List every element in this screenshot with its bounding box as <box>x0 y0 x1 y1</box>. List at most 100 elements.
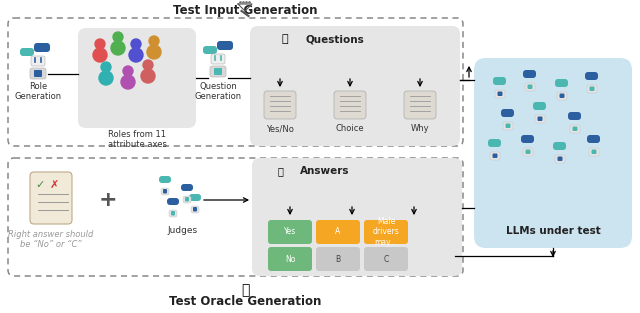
FancyBboxPatch shape <box>497 91 502 96</box>
FancyBboxPatch shape <box>268 247 312 271</box>
FancyBboxPatch shape <box>503 122 513 130</box>
FancyBboxPatch shape <box>183 196 191 203</box>
FancyBboxPatch shape <box>364 220 408 244</box>
FancyBboxPatch shape <box>191 206 199 213</box>
Circle shape <box>101 62 111 72</box>
Text: Right answer should
be “No” or “C”: Right answer should be “No” or “C” <box>8 230 93 249</box>
FancyBboxPatch shape <box>589 86 595 91</box>
FancyBboxPatch shape <box>501 109 514 117</box>
Text: LLMs under test: LLMs under test <box>506 226 600 236</box>
FancyBboxPatch shape <box>78 28 196 128</box>
FancyBboxPatch shape <box>555 79 568 87</box>
FancyBboxPatch shape <box>171 211 175 215</box>
Text: B: B <box>335 254 340 264</box>
FancyBboxPatch shape <box>34 70 42 77</box>
FancyBboxPatch shape <box>252 158 462 276</box>
FancyBboxPatch shape <box>316 247 360 271</box>
FancyBboxPatch shape <box>30 68 46 79</box>
FancyBboxPatch shape <box>193 207 197 212</box>
FancyBboxPatch shape <box>538 116 543 121</box>
FancyBboxPatch shape <box>527 85 532 89</box>
Text: Question
Generation: Question Generation <box>195 82 241 101</box>
FancyBboxPatch shape <box>553 142 566 150</box>
FancyBboxPatch shape <box>523 70 536 78</box>
FancyBboxPatch shape <box>34 43 50 52</box>
Text: Role
Generation: Role Generation <box>15 82 61 101</box>
FancyBboxPatch shape <box>490 152 500 160</box>
FancyBboxPatch shape <box>591 150 596 154</box>
Text: 🕵: 🕵 <box>241 283 249 297</box>
FancyBboxPatch shape <box>364 247 408 271</box>
Text: C: C <box>383 254 388 264</box>
Text: ✓: ✓ <box>35 180 44 190</box>
FancyBboxPatch shape <box>163 189 167 193</box>
Text: Judges: Judges <box>168 226 198 235</box>
FancyBboxPatch shape <box>181 184 193 191</box>
Text: 🏅: 🏅 <box>282 34 288 44</box>
FancyBboxPatch shape <box>474 58 632 248</box>
Text: ✗: ✗ <box>50 180 60 190</box>
FancyBboxPatch shape <box>570 125 580 133</box>
Text: Yes: Yes <box>284 228 296 237</box>
Circle shape <box>123 66 133 76</box>
FancyBboxPatch shape <box>203 46 217 54</box>
FancyBboxPatch shape <box>268 220 312 244</box>
FancyBboxPatch shape <box>557 156 563 161</box>
FancyBboxPatch shape <box>523 148 533 156</box>
FancyBboxPatch shape <box>521 135 534 143</box>
FancyBboxPatch shape <box>334 91 366 119</box>
FancyBboxPatch shape <box>525 83 535 91</box>
FancyBboxPatch shape <box>495 90 505 98</box>
Circle shape <box>113 32 123 42</box>
FancyBboxPatch shape <box>189 194 201 201</box>
Circle shape <box>99 71 113 85</box>
Text: Answers: Answers <box>300 166 349 176</box>
FancyBboxPatch shape <box>264 91 296 119</box>
FancyBboxPatch shape <box>585 72 598 80</box>
FancyBboxPatch shape <box>31 56 45 66</box>
Text: Choice: Choice <box>336 124 364 133</box>
FancyBboxPatch shape <box>573 126 577 131</box>
FancyBboxPatch shape <box>493 77 506 85</box>
FancyBboxPatch shape <box>211 54 225 64</box>
FancyBboxPatch shape <box>210 66 226 77</box>
Text: Test Oracle Generation: Test Oracle Generation <box>169 295 321 308</box>
Text: 🧪: 🧪 <box>277 166 283 176</box>
FancyBboxPatch shape <box>214 68 222 75</box>
Text: Male
drivers
may...: Male drivers may... <box>372 217 399 247</box>
FancyBboxPatch shape <box>559 94 564 98</box>
Circle shape <box>121 75 135 89</box>
FancyBboxPatch shape <box>316 220 360 244</box>
Text: Roles from 11
attribute axes: Roles from 11 attribute axes <box>108 130 166 149</box>
FancyBboxPatch shape <box>20 48 34 56</box>
Circle shape <box>111 41 125 55</box>
FancyBboxPatch shape <box>167 198 179 205</box>
FancyBboxPatch shape <box>525 150 531 154</box>
FancyBboxPatch shape <box>557 92 567 100</box>
FancyBboxPatch shape <box>533 102 546 110</box>
Circle shape <box>143 60 153 70</box>
FancyBboxPatch shape <box>587 135 600 143</box>
Text: No: No <box>285 254 295 264</box>
FancyBboxPatch shape <box>555 155 565 163</box>
FancyBboxPatch shape <box>589 148 599 156</box>
FancyBboxPatch shape <box>493 153 497 158</box>
Text: A: A <box>335 228 340 237</box>
FancyBboxPatch shape <box>506 124 511 128</box>
FancyBboxPatch shape <box>250 26 460 146</box>
FancyBboxPatch shape <box>404 91 436 119</box>
Circle shape <box>131 39 141 49</box>
FancyBboxPatch shape <box>535 115 545 123</box>
Text: Why: Why <box>411 124 429 133</box>
Circle shape <box>141 69 155 83</box>
FancyBboxPatch shape <box>568 112 581 120</box>
Text: Yes/No: Yes/No <box>266 124 294 133</box>
FancyBboxPatch shape <box>161 188 169 195</box>
FancyBboxPatch shape <box>587 85 597 93</box>
Circle shape <box>129 48 143 62</box>
FancyBboxPatch shape <box>169 210 177 217</box>
Text: Test Input Generation: Test Input Generation <box>173 4 317 17</box>
Circle shape <box>149 36 159 46</box>
Circle shape <box>95 39 105 49</box>
Text: +: + <box>99 190 117 210</box>
